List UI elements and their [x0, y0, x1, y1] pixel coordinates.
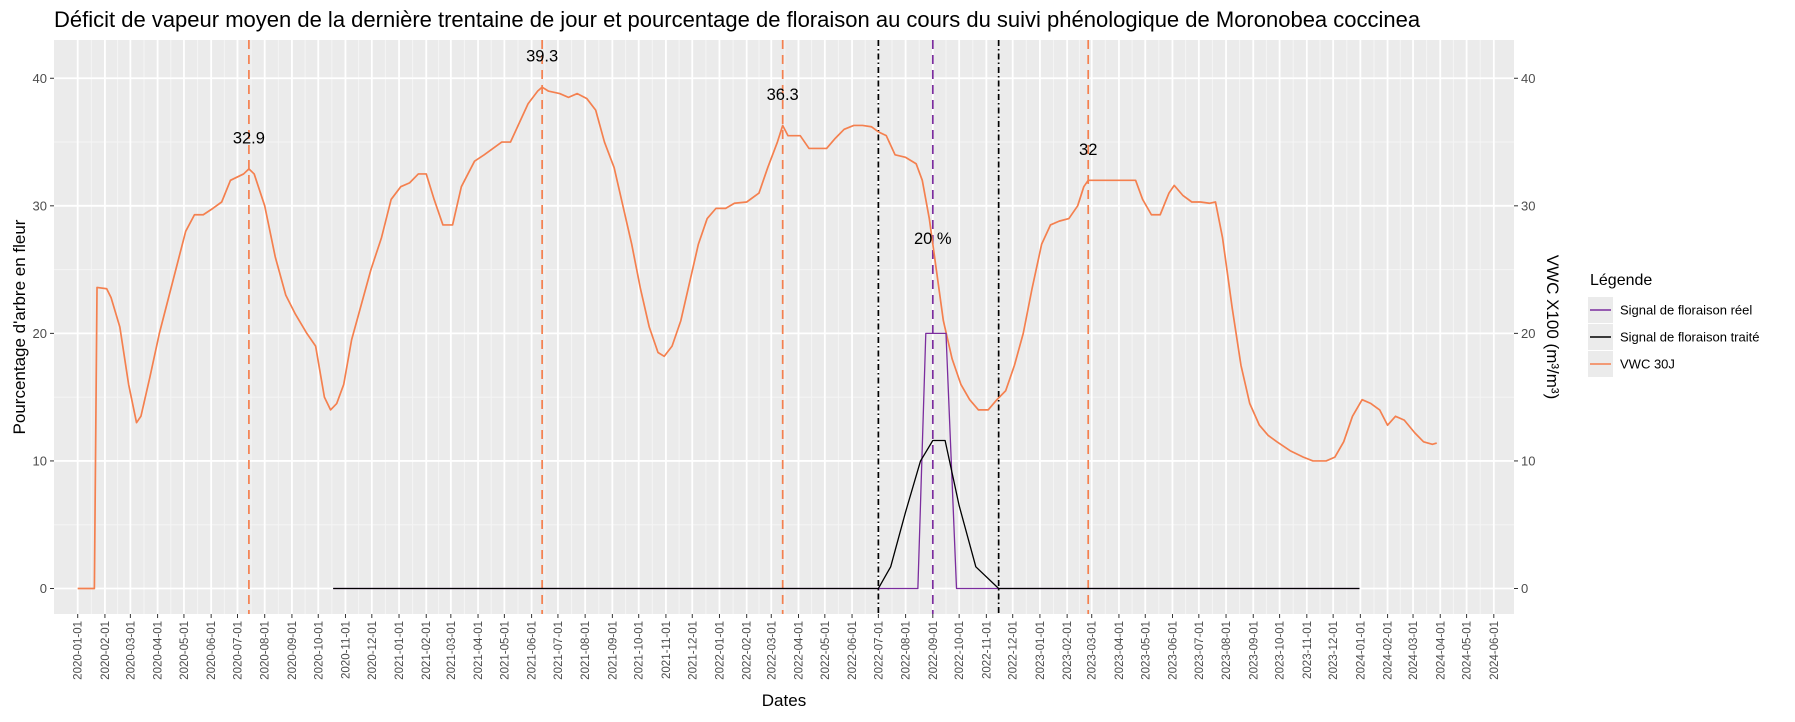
legend: Légende Signal de floraison réel Signal d…	[1586, 272, 1789, 385]
y-tick-label: 20	[33, 326, 47, 341]
x-tick-label: 2022-07-01	[873, 621, 885, 680]
x-tick-label: 2023-04-01	[1114, 621, 1126, 680]
x-tick-label: 2023-05-01	[1140, 621, 1152, 680]
x-tick-label: 2023-08-01	[1221, 621, 1233, 680]
x-tick-label: 2022-10-01	[954, 621, 966, 680]
x-tick-label: 2022-12-01	[1008, 621, 1020, 680]
x-tick-label: 2023-01-01	[1035, 621, 1047, 680]
annotation-label: 20 %	[914, 230, 952, 248]
plot-panel	[54, 40, 1514, 614]
x-tick-label: 2021-01-01	[394, 621, 406, 680]
x-tick-label: 2021-03-01	[446, 621, 458, 680]
chart-title: Déficit de vapeur moyen de la dernière t…	[54, 7, 1421, 32]
x-tick-label: 2020-08-01	[260, 621, 272, 680]
legend-label: VWC 30J	[1620, 357, 1675, 372]
x-tick-label: 2024-03-01	[1408, 621, 1420, 680]
legend-label: Signal de floraison réel	[1620, 303, 1752, 318]
series-line	[333, 439, 1360, 590]
grid-major	[54, 40, 1514, 614]
series-lines	[77, 86, 1437, 590]
x-tick-label: 2020-06-01	[206, 621, 218, 680]
x-tick-label: 2023-07-01	[1194, 621, 1206, 680]
x-tick-label: 2023-12-01	[1328, 621, 1340, 680]
y-axis-title: Pourcentage d'arbre en fleur	[10, 219, 29, 434]
x-tick-label: 2022-05-01	[820, 621, 832, 680]
x-tick-label: 2021-08-01	[580, 621, 592, 680]
x-tick-label: 2021-12-01	[687, 621, 699, 680]
x-tick-label: 2020-04-01	[153, 621, 165, 680]
x-tick-label: 2020-07-01	[232, 621, 244, 680]
annotation-label: 32	[1079, 141, 1097, 159]
x-tick-label: 2022-04-01	[793, 621, 805, 680]
x-tick-label: 2022-01-01	[714, 621, 726, 680]
y-axis-right: 0 10 20 30 40	[1514, 71, 1535, 596]
x-tick-label: 2020-03-01	[125, 621, 137, 680]
x-tick-label: 2020-05-01	[179, 621, 191, 680]
x-tick-label: 2024-05-01	[1462, 621, 1474, 680]
series-line	[77, 86, 1437, 590]
x-tick-label: 2021-10-01	[634, 621, 646, 680]
y-axis-right-title: VWC X100 (m³/m³)	[1543, 255, 1562, 400]
x-tick-label: 2020-10-01	[313, 621, 325, 680]
x-tick-label: 2021-11-01	[661, 621, 673, 679]
x-tick-label: 2021-05-01	[499, 621, 511, 680]
x-tick-label: 2023-11-01	[1302, 621, 1314, 679]
legend-label: Signal de floraison traité	[1620, 330, 1759, 345]
x-tick-label: 2024-01-01	[1355, 621, 1367, 680]
y-right-tick-label: 40	[1521, 71, 1535, 86]
x-tick-label: 2023-09-01	[1248, 621, 1260, 680]
y-axis-left: 0 10 20 30 40	[33, 71, 54, 596]
x-tick-label: 2024-04-01	[1435, 621, 1447, 680]
x-tick-label: 2022-09-01	[928, 621, 940, 680]
x-tick-label: 2020-11-01	[340, 621, 352, 679]
x-tick-label: 2022-03-01	[766, 621, 778, 680]
x-tick-label: 2020-02-01	[100, 621, 112, 680]
annotation-label: 39.3	[526, 48, 558, 66]
x-tick-label: 2022-08-01	[901, 621, 913, 680]
x-tick-label: 2020-12-01	[367, 621, 379, 680]
x-tick-label: 2023-03-01	[1087, 621, 1099, 680]
x-tick-label: 2024-02-01	[1383, 621, 1395, 680]
x-tick-label: 2023-06-01	[1167, 621, 1179, 680]
y-right-tick-label: 20	[1521, 326, 1535, 341]
legend-title: Légende	[1590, 272, 1652, 289]
x-tick-label: 2021-07-01	[553, 621, 565, 680]
x-tick-label: 2021-02-01	[421, 621, 433, 680]
y-tick-label: 30	[33, 198, 47, 213]
x-tick-label: 2020-01-01	[73, 621, 85, 680]
y-right-tick-label: 30	[1521, 198, 1535, 213]
y-right-tick-label: 10	[1521, 453, 1535, 468]
x-axis: 2020-01-01 2020-02-01 2020-03-01 2020-04-01…	[73, 614, 1501, 680]
x-tick-label: 2021-09-01	[607, 621, 619, 680]
y-right-tick-label: 0	[1521, 581, 1528, 596]
y-tick-label: 0	[40, 581, 47, 596]
grid-minor	[54, 40, 1514, 614]
legend-box	[1586, 293, 1789, 385]
y-tick-label: 40	[33, 71, 47, 86]
x-tick-label: 2024-06-01	[1489, 621, 1501, 680]
x-tick-label: 2021-06-01	[527, 621, 539, 680]
x-tick-label: 2022-06-01	[847, 621, 859, 680]
x-tick-label: 2022-11-01	[981, 621, 993, 679]
y-tick-label: 10	[33, 453, 47, 468]
annotation-label: 36.3	[767, 86, 799, 104]
x-tick-label: 2023-02-01	[1062, 621, 1074, 680]
x-axis-title: Dates	[762, 691, 806, 710]
x-tick-label: 2022-02-01	[742, 621, 754, 680]
annotation-label: 32.9	[233, 129, 265, 147]
x-tick-label: 2021-04-01	[473, 621, 485, 680]
x-tick-label: 2020-09-01	[287, 621, 299, 680]
annotations: 32.9 39.3 36.3 20 % 32	[233, 48, 1098, 248]
x-tick-label: 2023-10-01	[1275, 621, 1287, 680]
reference-lines	[248, 40, 1090, 614]
